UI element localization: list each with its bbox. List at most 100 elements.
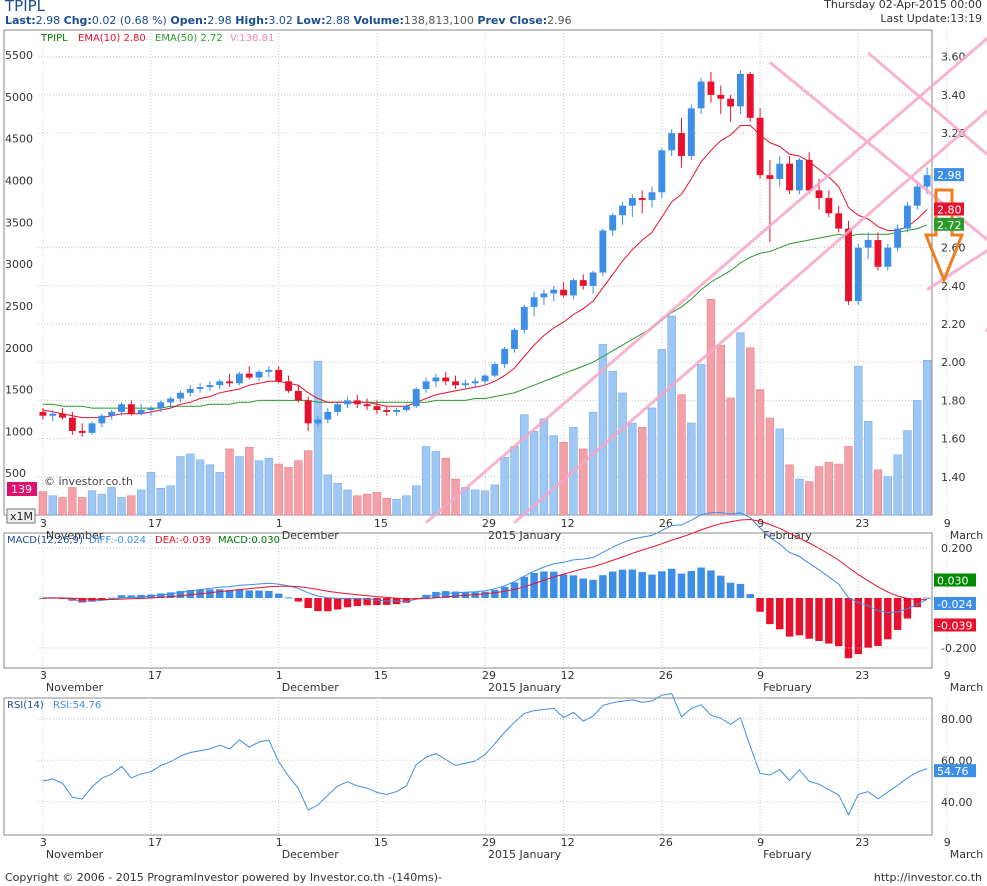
watermark: © investor.co.th [44, 475, 133, 488]
macd-bar [255, 590, 263, 598]
macd-bar [117, 595, 126, 598]
volume-tick-label: 4000 [5, 175, 33, 188]
macd-bar [500, 586, 509, 598]
macd-legend-diff: DIFF:-0.024 [89, 535, 146, 546]
candle [78, 423, 86, 437]
volume-tick-label: 2500 [5, 300, 33, 313]
macd-dea-line [42, 518, 928, 601]
volume-bar [539, 418, 549, 516]
volume-bar [844, 446, 853, 516]
candle [707, 72, 715, 103]
volume-bar [608, 370, 617, 516]
site-link[interactable]: http://investor.co.th [873, 871, 982, 884]
volume-bar [412, 485, 421, 516]
last-value: 2.98 [35, 14, 61, 27]
candle [422, 377, 430, 393]
macd-bar [481, 591, 489, 598]
rsi-legend-name: RSI(14) [7, 700, 44, 711]
candle-body [913, 186, 921, 206]
price-tag-box [934, 202, 964, 216]
candle [668, 129, 676, 157]
volume-bar [628, 422, 637, 516]
candle [491, 362, 499, 378]
candle-body [825, 198, 833, 214]
trend-line [926, 248, 987, 291]
candle-body [560, 289, 568, 296]
macd-bar [530, 572, 538, 598]
volume-bar [667, 315, 676, 516]
candle [825, 190, 833, 218]
candle-body [118, 404, 125, 412]
x-tick-label: 15 [374, 836, 388, 849]
candle-body [265, 369, 273, 372]
candle [579, 274, 587, 290]
candle-body [579, 280, 587, 286]
candle-body [511, 329, 518, 349]
candle [432, 373, 440, 388]
macd-legend: MACD(12,26,9) DIFF:-0.024 DEA:-0.039 MACD:0… [7, 535, 280, 546]
volume-bar [490, 484, 500, 516]
candle [226, 373, 234, 388]
x-tick-label: 9 [757, 669, 764, 682]
candle-body [687, 108, 695, 157]
x-tick-label: 12 [561, 836, 575, 849]
macd-bar [834, 598, 843, 647]
volume-bar [362, 493, 372, 516]
macd-bar [333, 598, 342, 610]
chg-label: Chg: [63, 14, 92, 27]
candle-body [304, 400, 312, 424]
candle [393, 408, 401, 416]
macd-bar [864, 598, 872, 648]
macd-bar [667, 568, 676, 598]
candle [275, 366, 283, 384]
candle-body [216, 381, 224, 386]
volume-bar [58, 497, 67, 516]
candle-body [746, 73, 754, 118]
legend-ema10: EMA(10) 2.80 [78, 33, 146, 44]
macd-bar [186, 590, 195, 598]
candle-body [776, 163, 784, 179]
macd-bar [707, 570, 715, 598]
volume-bar [186, 453, 195, 516]
volume-bar [78, 497, 87, 516]
volume-bar [638, 426, 647, 516]
volume-tick-label: 500 [5, 467, 26, 480]
candle [373, 400, 381, 414]
y-tick-label: 2.60 [941, 242, 966, 255]
candle [334, 402, 342, 416]
candle-body [393, 409, 401, 412]
month-label: November [46, 529, 104, 542]
candle [471, 377, 479, 388]
volume-bar [225, 448, 234, 516]
candle [461, 379, 469, 389]
candle [520, 304, 528, 334]
candle-body [756, 117, 764, 176]
candle-body [285, 381, 292, 391]
volume-bar [392, 498, 401, 516]
volume-bar [795, 478, 804, 516]
candle [658, 148, 666, 199]
candle-body [39, 411, 47, 416]
chg-value: 0.02 (0.68 %) [91, 14, 167, 27]
volume-bar [746, 347, 755, 516]
macd-bar [815, 598, 823, 641]
candle-body [854, 247, 862, 302]
candle [904, 201, 911, 233]
candle-body [609, 215, 617, 231]
macd-bar [176, 591, 185, 598]
candle-body [550, 289, 558, 294]
macd-bar [677, 573, 686, 598]
candle-body [186, 388, 194, 393]
candle [353, 394, 361, 409]
macd-tag-label: -0.039 [937, 620, 972, 633]
candle-body [402, 406, 410, 410]
macd-bar [893, 598, 902, 630]
volume-bar [873, 469, 883, 516]
volume-tick-label: 4500 [5, 133, 33, 146]
candle-body [275, 369, 283, 382]
price-tag-label: 2.80 [937, 203, 962, 216]
trend-line [513, 108, 987, 524]
stock-chart[interactable]: 3331717171111515152929291212122626269992… [0, 0, 987, 866]
volume-bar [38, 491, 48, 516]
x-tick-label: 1 [276, 517, 283, 530]
